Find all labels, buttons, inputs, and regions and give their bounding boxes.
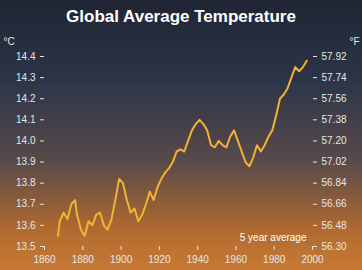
svg-text:56.30: 56.30 [322, 241, 347, 252]
svg-text:14.3: 14.3 [16, 72, 36, 83]
html-text:Global Average Temperature: Global Average Temperature [66, 7, 296, 26]
svg-text:13.6: 13.6 [16, 220, 36, 231]
svg-text:57.74: 57.74 [322, 72, 347, 83]
svg-text:57.38: 57.38 [322, 114, 347, 125]
svg-text:57.20: 57.20 [322, 135, 347, 146]
svg-text:56.66: 56.66 [322, 198, 347, 209]
svg-text:1900: 1900 [110, 254, 133, 265]
svg-text:1980: 1980 [263, 254, 286, 265]
svg-text:57.02: 57.02 [322, 156, 347, 167]
svg-text:1880: 1880 [72, 254, 95, 265]
svg-text:14.0: 14.0 [16, 135, 36, 146]
svg-text:13.8: 13.8 [16, 177, 36, 188]
svg-text:14.4: 14.4 [16, 51, 36, 62]
svg-text:1860: 1860 [33, 254, 56, 265]
svg-text:1960: 1960 [225, 254, 248, 265]
svg-text:°F: °F [349, 36, 359, 47]
svg-text:1920: 1920 [148, 254, 171, 265]
svg-text:2000: 2000 [301, 254, 324, 265]
svg-text:13.5: 13.5 [16, 241, 36, 252]
svg-text:5 year average: 5 year average [240, 232, 307, 243]
svg-text:14.2: 14.2 [16, 93, 36, 104]
svg-text:13.9: 13.9 [16, 156, 36, 167]
svg-text:14.1: 14.1 [16, 114, 36, 125]
svg-text:56.48: 56.48 [322, 220, 347, 231]
svg-text:°C: °C [4, 36, 15, 47]
svg-text:13.7: 13.7 [16, 198, 36, 209]
svg-text:1940: 1940 [187, 254, 210, 265]
svg-text:57.92: 57.92 [322, 51, 347, 62]
svg-text:57.56: 57.56 [322, 93, 347, 104]
svg-text:56.84: 56.84 [322, 177, 347, 188]
